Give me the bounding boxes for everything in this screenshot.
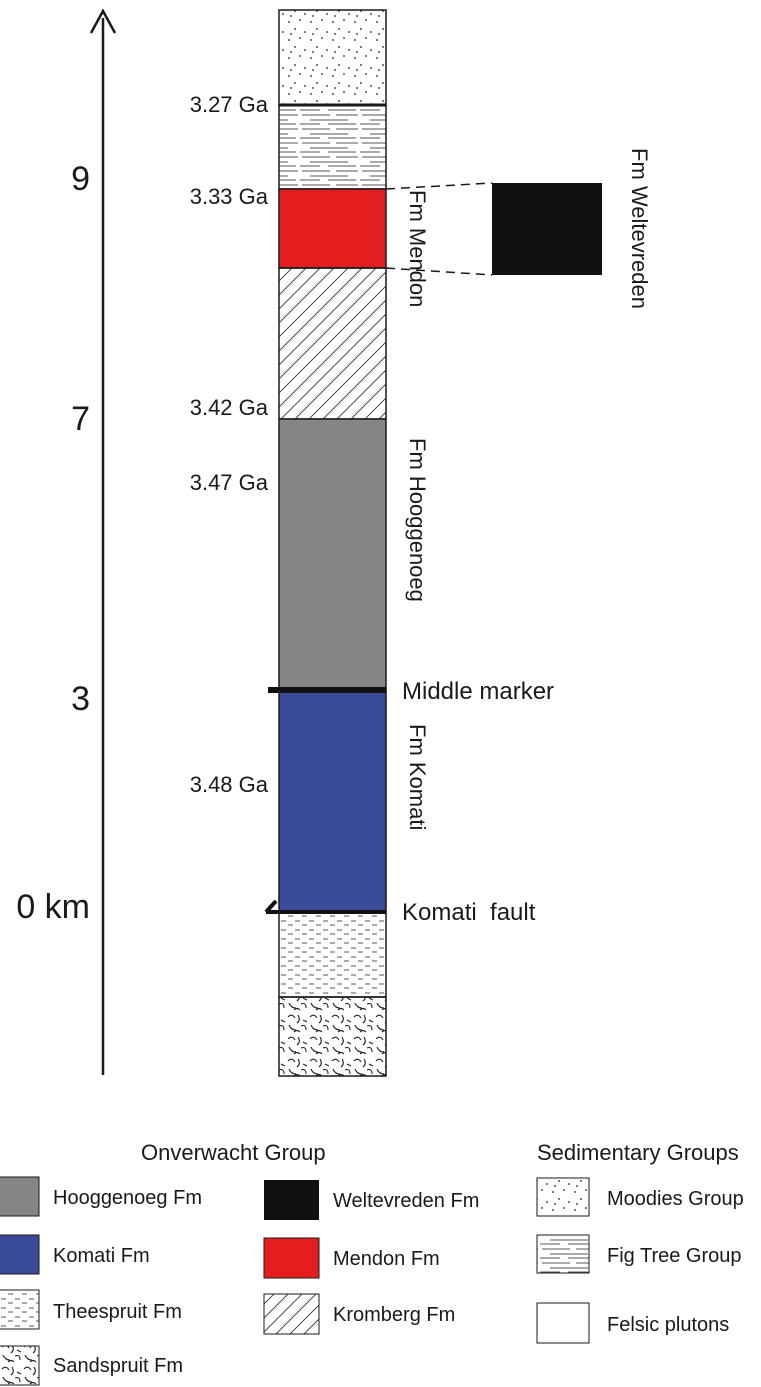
legend-label-kromberg: Kromberg Fm (333, 1304, 455, 1326)
stratigraphic-column (264, 9, 387, 1077)
correlation-line-bottom (385, 267, 493, 276)
unit-kromberg (278, 267, 387, 420)
legend-label-moodies: Moodies Group (607, 1188, 744, 1210)
legend-swatch-komati (0, 1234, 40, 1275)
formation-labels: Fm Mendon Fm Weltevreden Fm Hooggenoeg F… (405, 148, 652, 830)
age-3-27: 3.27 Ga (190, 92, 269, 117)
age-3-48: 3.48 Ga (190, 772, 269, 797)
label-fm-mendon: Fm Mendon (405, 190, 430, 307)
legend-label-mendon: Mendon Fm (333, 1248, 440, 1270)
unit-weltevreden-box (492, 183, 602, 275)
axis-tick-9: 9 (71, 160, 90, 198)
label-fm-weltevreden: Fm Weltevreden (627, 148, 652, 309)
age-3-33: 3.33 Ga (190, 184, 269, 209)
age-labels: 3.27 Ga 3.33 Ga 3.42 Ga 3.47 Ga 3.48 Ga (190, 92, 269, 797)
unit-mendon (278, 188, 387, 269)
legend-swatch-felsic (536, 1302, 590, 1344)
depth-axis: 9 7 3 0 km (16, 8, 117, 1075)
legend-title-sedimentary: Sedimentary Groups (537, 1140, 739, 1165)
legend: Onverwacht Group Sedimentary Groups Hoog… (0, 1140, 744, 1386)
age-3-47: 3.47 Ga (190, 470, 269, 495)
legend-label-felsic: Felsic plutons (607, 1314, 729, 1336)
legend-label-hooggenoeg: Hooggenoeg Fm (53, 1187, 202, 1209)
komati-fault-label: Komati fault (402, 899, 536, 926)
legend-swatch-kromberg (263, 1293, 320, 1335)
legend-swatch-theespruit (0, 1289, 40, 1330)
axis-tick-7: 7 (71, 400, 90, 438)
legend-label-komati: Komati Fm (53, 1245, 150, 1267)
legend-swatch-hooggenoeg (0, 1176, 40, 1217)
unit-sandspruit (278, 996, 387, 1077)
legend-swatch-weltevreden (264, 1180, 319, 1220)
legend-label-sandspruit: Sandspruit Fm (53, 1355, 183, 1377)
legend-swatch-sandspruit (0, 1345, 40, 1386)
legend-label-weltevreden: Weltevreden Fm (333, 1190, 479, 1212)
correlation-line-top (385, 182, 493, 190)
depth-axis-arrowhead (89, 8, 117, 34)
fault-hook (264, 899, 278, 914)
age-3-42: 3.42 Ga (190, 395, 269, 420)
legend-swatch-mendon (263, 1237, 320, 1279)
legend-label-figtree: Fig Tree Group (607, 1245, 742, 1267)
label-fm-hooggenoeg: Fm Hooggenoeg (405, 438, 430, 602)
label-fm-komati: Fm Komati (405, 724, 430, 830)
unit-komati (278, 689, 387, 913)
weltevreden-correlation (385, 182, 602, 276)
legend-swatch-figtree (536, 1234, 590, 1274)
axis-tick-3: 3 (71, 680, 90, 718)
legend-swatch-moodies (536, 1177, 590, 1217)
unit-moodies (278, 9, 387, 106)
legend-label-theespruit: Theespruit Fm (53, 1301, 182, 1323)
middle-marker-label: Middle marker (402, 678, 554, 705)
unit-theespruit (278, 911, 387, 998)
unit-fig-tree (278, 104, 387, 190)
axis-tick-0-km: 0 km (16, 888, 90, 926)
legend-title-onverwacht: Onverwacht Group (141, 1140, 326, 1165)
unit-hooggenoeg (278, 418, 387, 691)
